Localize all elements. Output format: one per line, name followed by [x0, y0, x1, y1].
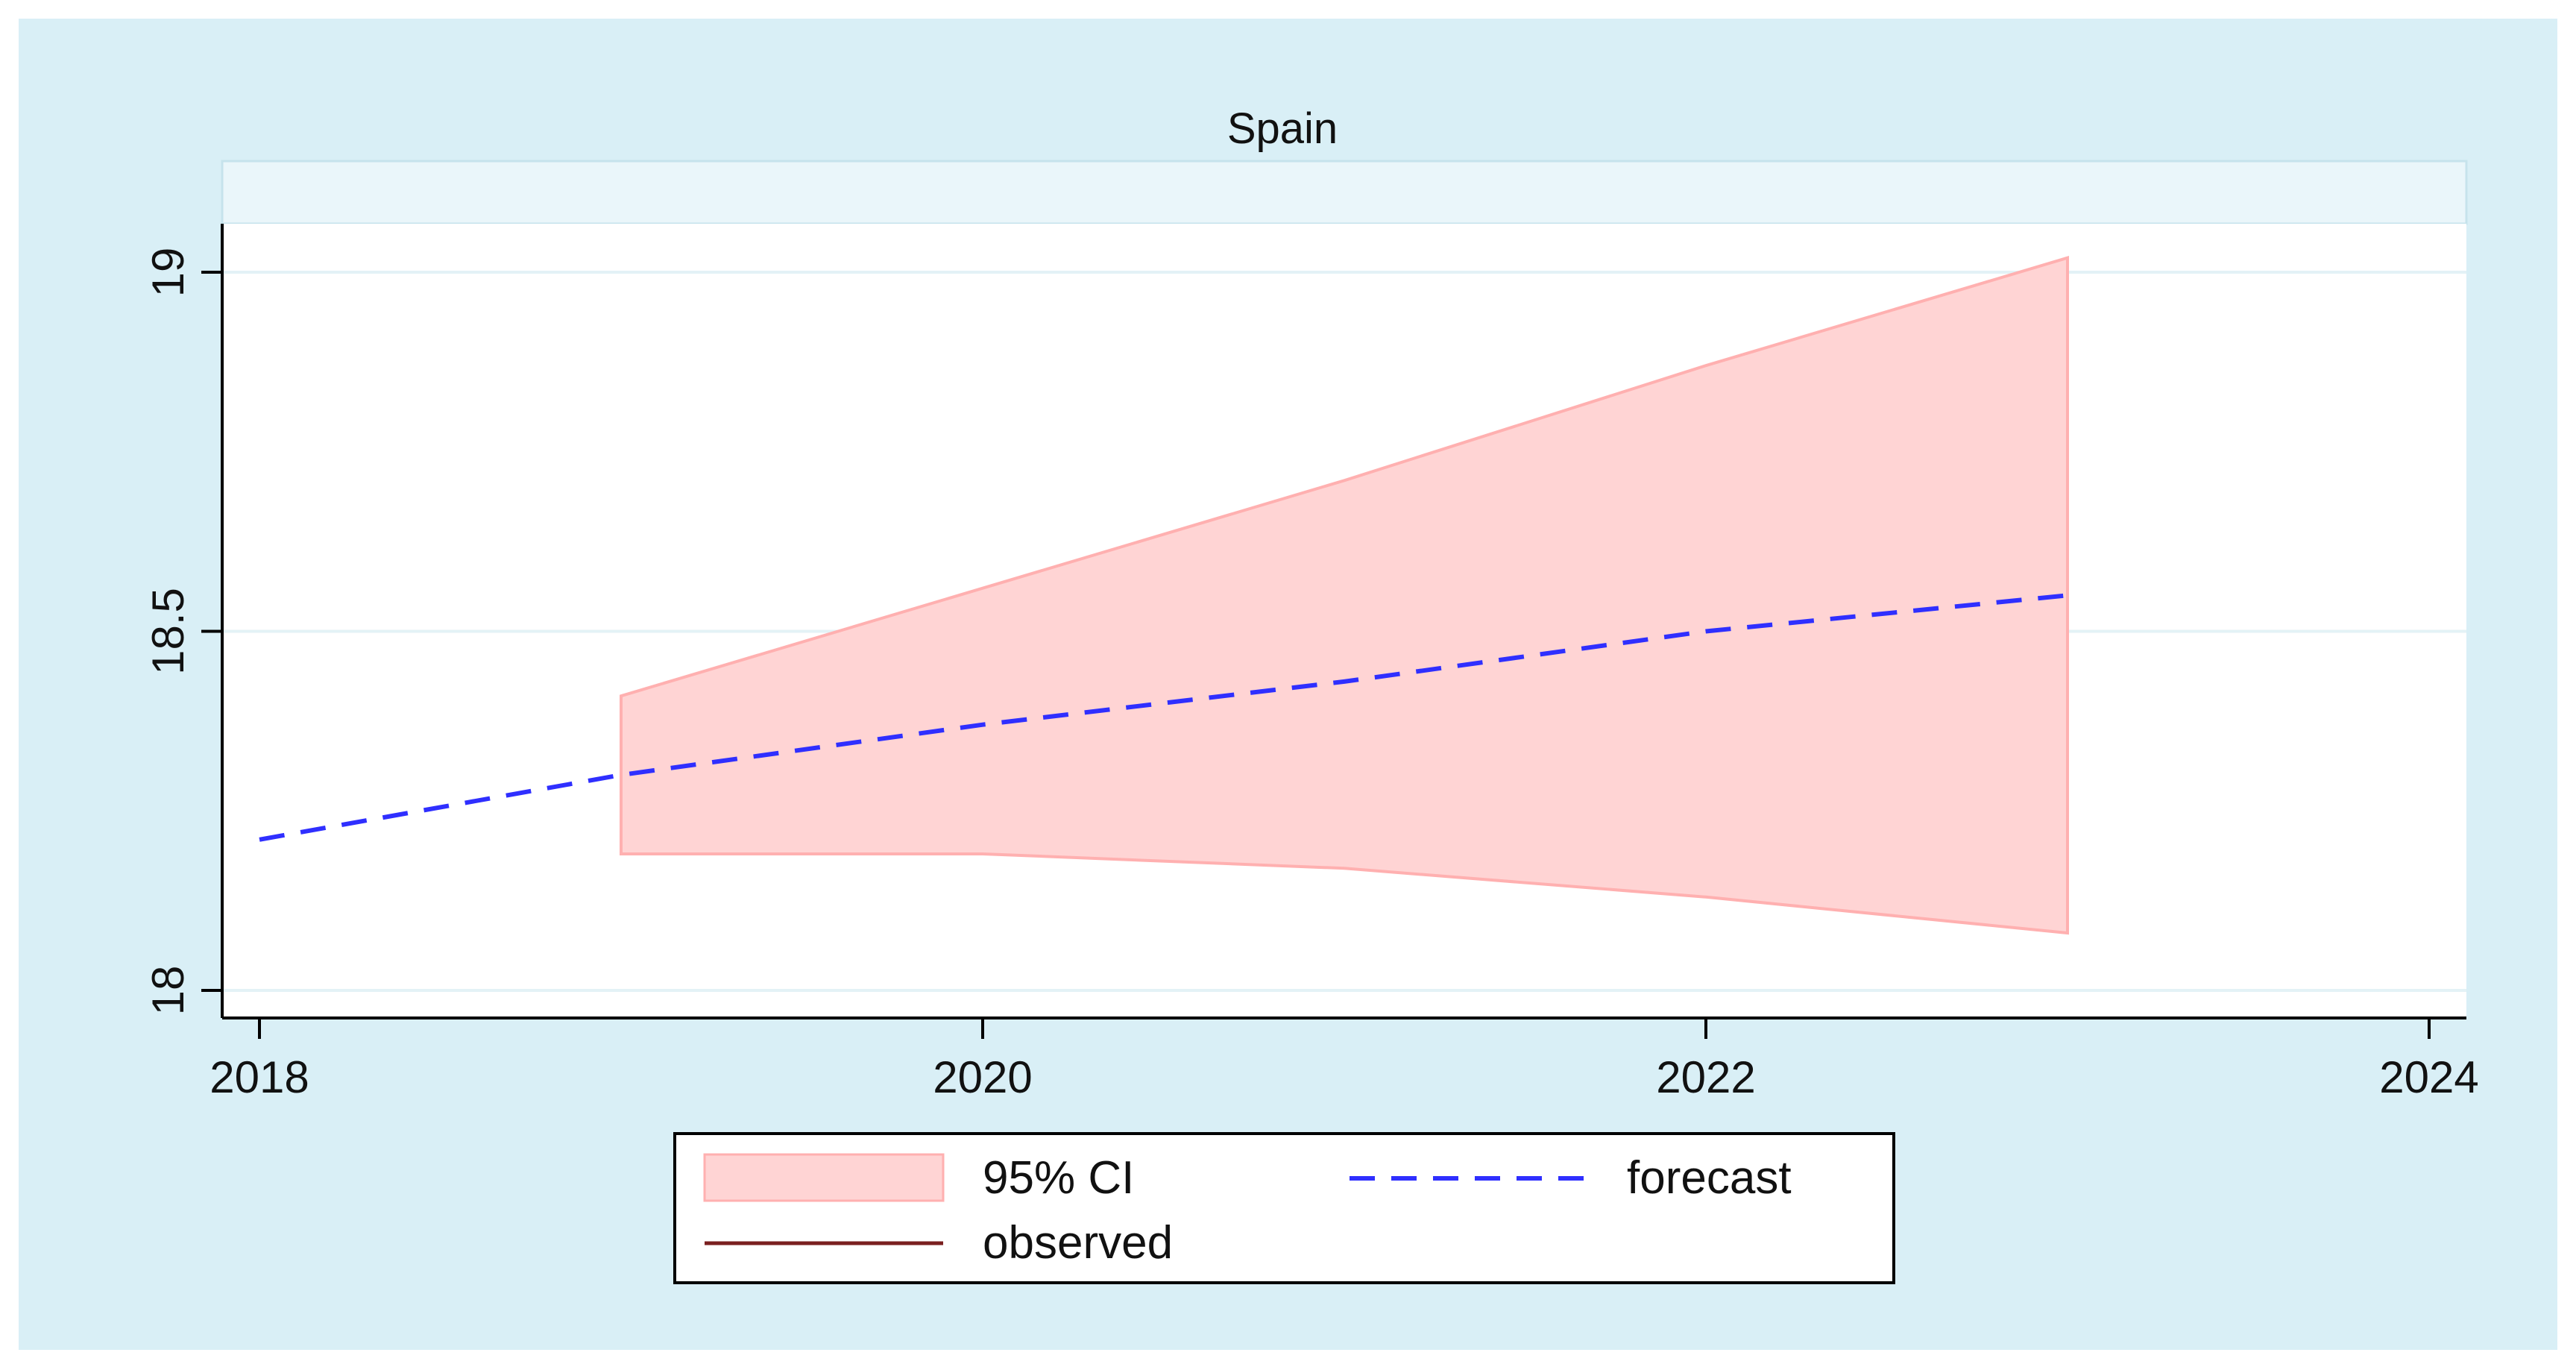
chart-title: Spain — [1227, 104, 1338, 153]
forecast-line — [259, 593, 2068, 842]
x-tick-label-2018: 2018 — [210, 1052, 309, 1102]
legend-ci-label: 95% CI — [983, 1152, 1134, 1204]
title-strip — [221, 160, 2468, 225]
legend: 95% CI forecast observed — [673, 1132, 1895, 1284]
legend-ci-swatch — [703, 1153, 945, 1202]
ci-band-layer — [620, 256, 2069, 935]
legend-observed-label: observed — [983, 1217, 1173, 1269]
y-tick-label-19: 19 — [143, 248, 193, 298]
y-tick-label-18.5: 18.5 — [143, 588, 193, 675]
y-tick-label-18: 18 — [143, 966, 193, 1016]
x-tick-label-2022: 2022 — [1656, 1052, 1755, 1102]
legend-forecast-label: forecast — [1627, 1152, 1792, 1204]
x-tick-label-2024: 2024 — [2379, 1052, 2478, 1102]
ci-band — [620, 256, 2069, 935]
series-lines-layer — [259, 593, 2068, 842]
x-tick-label-2020: 2020 — [933, 1052, 1032, 1102]
axes: 18 18.5 19 2018 2020 2022 2024 — [143, 224, 2479, 1102]
